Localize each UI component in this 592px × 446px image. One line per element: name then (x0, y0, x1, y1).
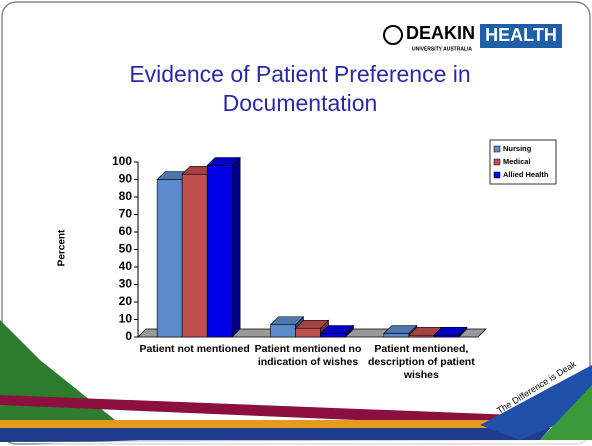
y-tick-label: 0 (125, 329, 132, 343)
bar (156, 179, 183, 338)
logo-university: UNIVERSITY AUSTRALIA (412, 46, 472, 52)
legend-swatch (493, 171, 501, 179)
bar (433, 334, 460, 338)
chart-title: Evidence of Patient Preference in Docume… (129, 61, 471, 116)
bar (206, 165, 233, 338)
logo-name: DEAKIN (406, 23, 475, 43)
y-axis-label: Percent (57, 229, 68, 266)
legend-box (489, 139, 557, 185)
bar (270, 324, 296, 338)
legend-swatch (493, 145, 501, 153)
y-tick-label: 80 (119, 189, 133, 203)
x-tick-label: Patient not mentioned (139, 343, 250, 355)
x-tick-label: Patient mentioned, description of patien… (367, 343, 475, 381)
logo-box (480, 24, 562, 48)
y-tick-label: 50 (119, 242, 133, 256)
y-tick-label: 10 (119, 312, 133, 326)
swoosh-green (0, 320, 140, 440)
y-tick-label: 90 (119, 172, 133, 186)
legend-label: Allied Health (503, 170, 549, 179)
bar-side (231, 156, 241, 338)
legend-label: Medical (503, 157, 531, 166)
y-tick-label: 70 (119, 207, 133, 221)
x-tick-label: Patient mentioned no indication of wishe… (254, 343, 362, 368)
swoosh-blue (0, 428, 592, 442)
logo-unit: HEALTH (485, 25, 557, 45)
legend-swatch (493, 158, 501, 166)
bar (408, 334, 435, 338)
legend-label: Nursing (503, 144, 532, 153)
y-tick-label: 100 (112, 154, 132, 168)
y-tick-label: 20 (119, 294, 133, 308)
swoosh-right-green (540, 385, 592, 440)
y-tick-label: 30 (119, 277, 133, 291)
bar (383, 333, 410, 338)
bar (320, 333, 346, 338)
bar (181, 173, 208, 338)
bar (295, 327, 321, 338)
y-tick-label: 40 (119, 259, 133, 273)
y-tick-label: 60 (119, 224, 133, 238)
logo-crest (383, 25, 403, 45)
